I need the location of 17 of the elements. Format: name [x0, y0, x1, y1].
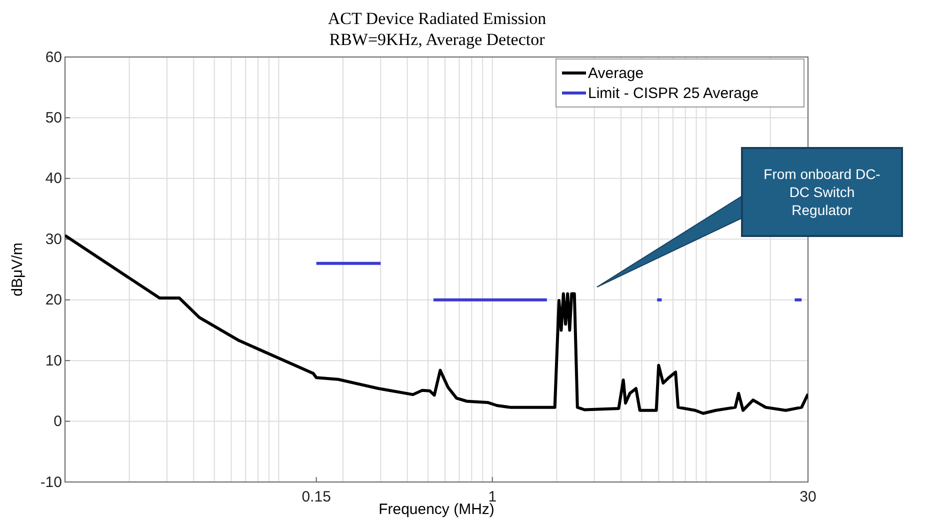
y-tick-label: 20: [45, 292, 62, 309]
y-tick-label: -10: [40, 474, 62, 491]
y-tick-label: 60: [45, 48, 62, 66]
chart-subtitle: RBW=9KHz, Average Detector: [329, 30, 546, 49]
annotation: From onboard DC-DC Switch Regulator: [764, 166, 881, 218]
y-tick-label: 30: [45, 230, 62, 248]
legend-label: Average: [588, 65, 644, 82]
y-tick-label: 10: [45, 352, 62, 370]
x-tick-label: 0.15: [302, 488, 331, 506]
x-tick-label: 30: [800, 488, 816, 506]
chart-title: ACT Device Radiated Emission: [328, 9, 547, 28]
y-axis-title: dBμV/m: [9, 242, 26, 296]
y-tick-label: 40: [45, 170, 62, 188]
y-tick-label: 0: [54, 413, 62, 430]
x-axis-title: Frequency (MHz): [378, 501, 494, 518]
y-tick-label: 50: [45, 110, 62, 127]
legend-label: Limit - CISPR 25 Average: [588, 85, 759, 102]
